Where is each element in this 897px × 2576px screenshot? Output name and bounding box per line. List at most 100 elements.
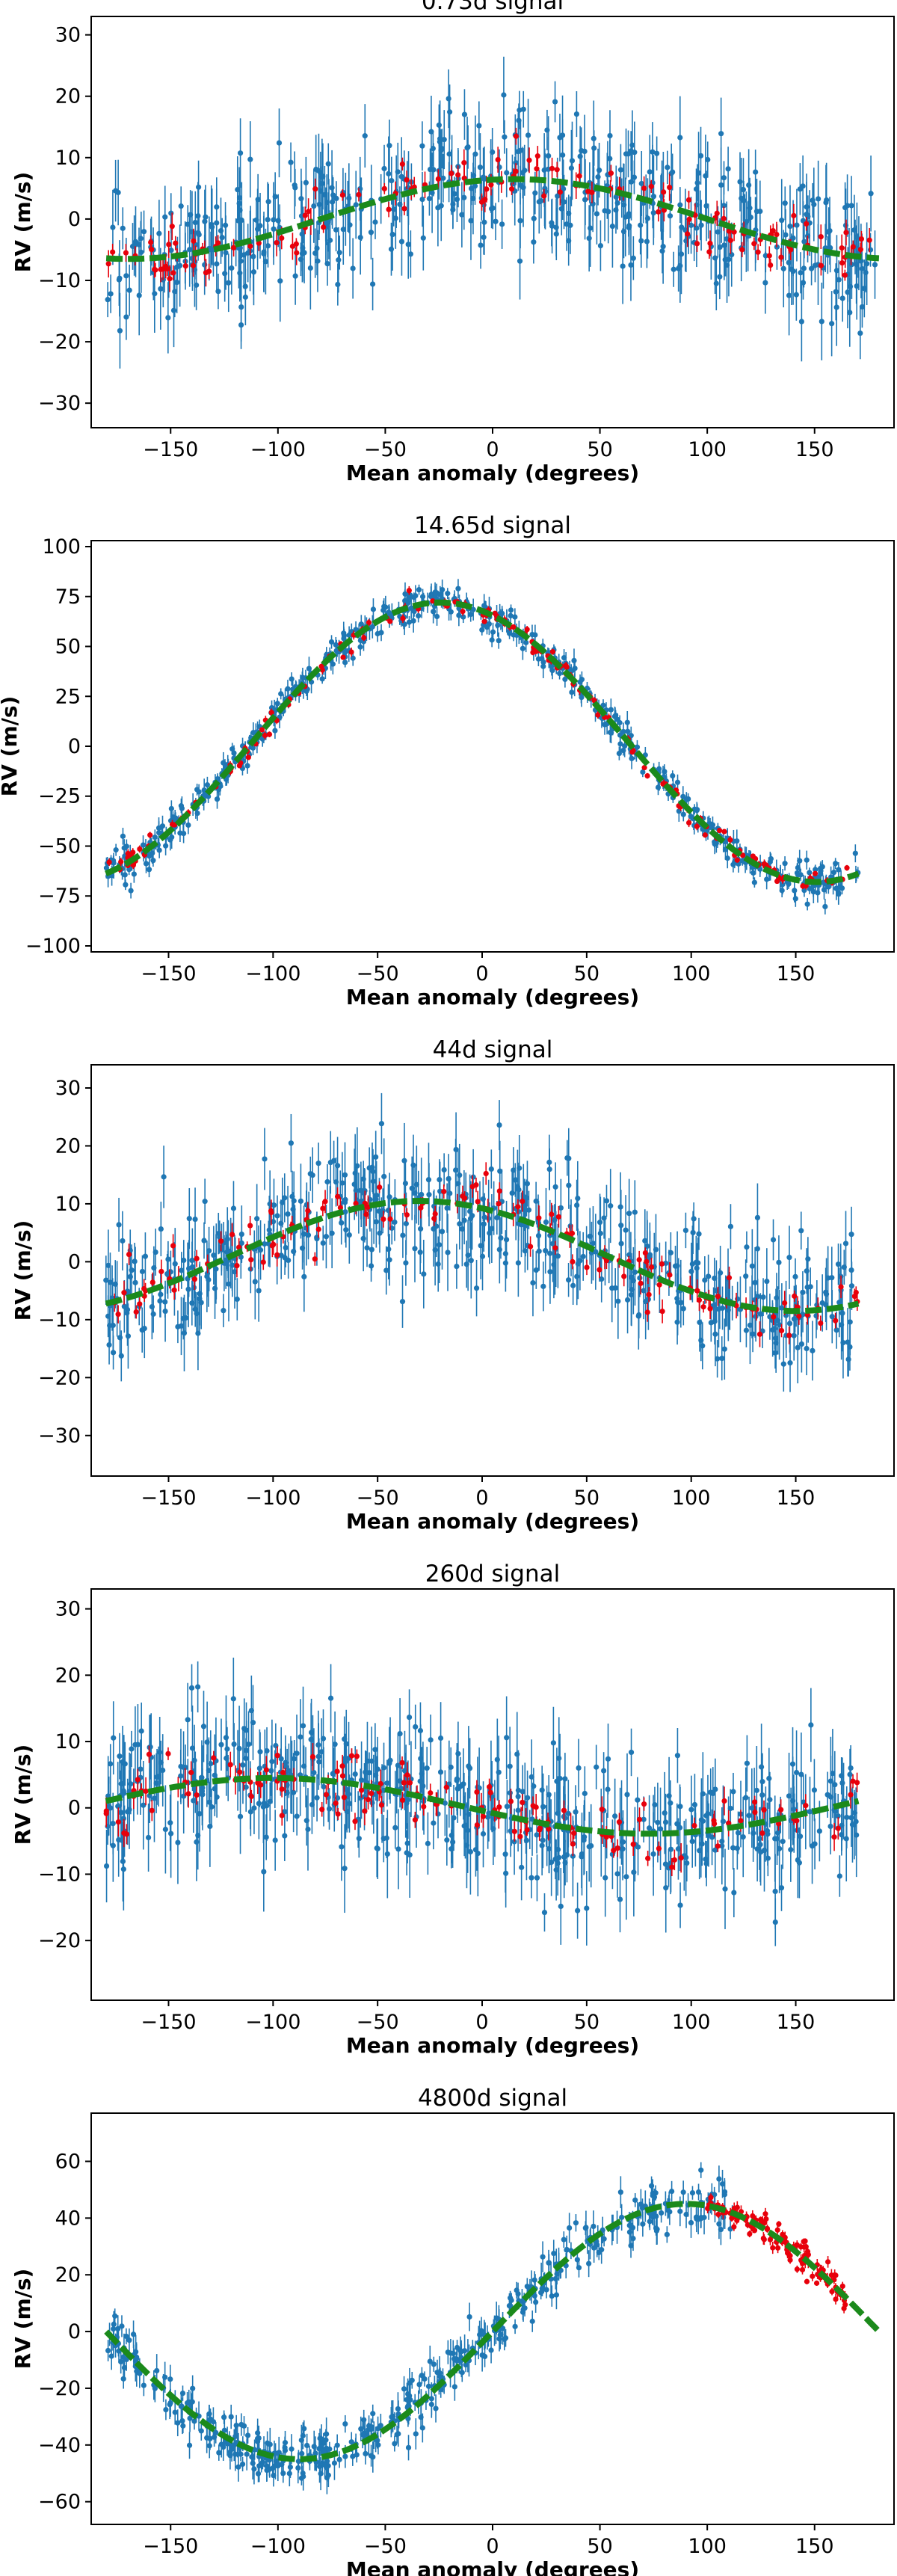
data-point <box>138 236 144 242</box>
data-point <box>629 142 635 148</box>
data-point <box>247 156 253 162</box>
data-point <box>343 1741 349 1747</box>
data-point <box>298 196 304 202</box>
chart-title: 0.73d signal <box>422 0 564 15</box>
data-point <box>753 1313 759 1320</box>
data-point <box>597 1230 603 1237</box>
data-point <box>600 702 606 708</box>
data-point <box>419 143 425 149</box>
data-point <box>195 1832 201 1839</box>
data-point <box>778 1327 785 1334</box>
data-point <box>749 1263 755 1269</box>
data-point <box>530 1279 536 1286</box>
data-point <box>531 239 537 245</box>
data-point <box>303 179 309 185</box>
data-point <box>580 1253 586 1259</box>
data-point <box>515 1793 521 1800</box>
data-point <box>739 852 746 858</box>
data-point <box>549 220 555 226</box>
data-point <box>829 321 835 327</box>
y-tick-label: 50 <box>55 636 81 659</box>
data-point <box>350 655 356 661</box>
data-point <box>437 1735 444 1742</box>
x-tick-label: −150 <box>141 1487 196 1510</box>
data-point <box>620 1839 626 1845</box>
data-point <box>523 1837 530 1843</box>
data-point <box>434 613 440 620</box>
data-point <box>617 719 623 726</box>
data-point <box>712 1275 718 1282</box>
data-point <box>406 588 412 594</box>
data-point <box>400 615 406 621</box>
data-point <box>779 1305 785 1311</box>
data-point <box>472 183 478 189</box>
data-point <box>123 882 129 888</box>
data-point <box>617 167 624 173</box>
data-point <box>260 1259 266 1265</box>
data-point <box>162 214 168 220</box>
data-point <box>779 218 785 224</box>
data-point <box>103 1277 109 1283</box>
data-point <box>534 166 540 172</box>
data-point <box>868 191 874 197</box>
data-point <box>169 821 176 828</box>
data-point <box>729 251 735 258</box>
data-point <box>753 169 759 175</box>
data-point <box>771 1314 777 1320</box>
data-point <box>798 1771 804 1777</box>
data-point <box>445 1249 451 1255</box>
chart-title: 14.65d signal <box>414 512 571 539</box>
data-point <box>694 179 700 186</box>
data-point <box>342 1866 348 1872</box>
data-point <box>706 1273 712 1279</box>
plot-area <box>105 56 880 369</box>
data-point <box>674 1263 680 1269</box>
data-point <box>774 1295 780 1301</box>
data-point <box>373 1196 379 1202</box>
data-point <box>356 191 362 197</box>
data-point <box>426 195 433 202</box>
data-point <box>674 779 681 785</box>
data-point <box>830 870 837 876</box>
data-point <box>517 218 523 224</box>
data-point <box>507 1763 513 1769</box>
data-point <box>759 1764 765 1770</box>
data-point <box>576 173 582 179</box>
data-point <box>339 192 345 198</box>
data-point <box>746 182 752 188</box>
data-point <box>501 92 507 98</box>
x-tick-label: 150 <box>777 1487 816 1510</box>
data-point <box>493 218 499 224</box>
data-point <box>253 217 259 223</box>
data-point <box>105 1262 111 1268</box>
data-point <box>125 1333 132 1339</box>
data-point <box>460 609 466 615</box>
data-point <box>128 1781 134 1787</box>
data-point <box>721 242 727 248</box>
data-point <box>780 1839 786 1845</box>
data-point <box>158 1291 164 1297</box>
data-point <box>844 865 850 871</box>
data-point <box>261 1869 267 1875</box>
data-point <box>525 132 531 138</box>
data-point <box>132 242 138 249</box>
data-point <box>811 1787 818 1793</box>
data-point <box>574 1202 580 1208</box>
data-point <box>685 231 691 237</box>
data-point <box>557 189 563 195</box>
data-point <box>463 1261 469 1267</box>
data-point <box>659 248 665 254</box>
y-tick-label: −50 <box>38 834 81 858</box>
data-point <box>271 217 277 223</box>
data-point <box>590 1241 597 1246</box>
data-point <box>829 1275 835 1281</box>
data-point <box>256 1801 262 1807</box>
data-point <box>630 255 636 261</box>
data-point <box>792 1273 798 1279</box>
data-point <box>811 201 817 208</box>
data-point <box>770 1237 777 1243</box>
data-point <box>188 212 194 218</box>
data-point <box>833 1318 839 1324</box>
data-point <box>650 210 656 216</box>
